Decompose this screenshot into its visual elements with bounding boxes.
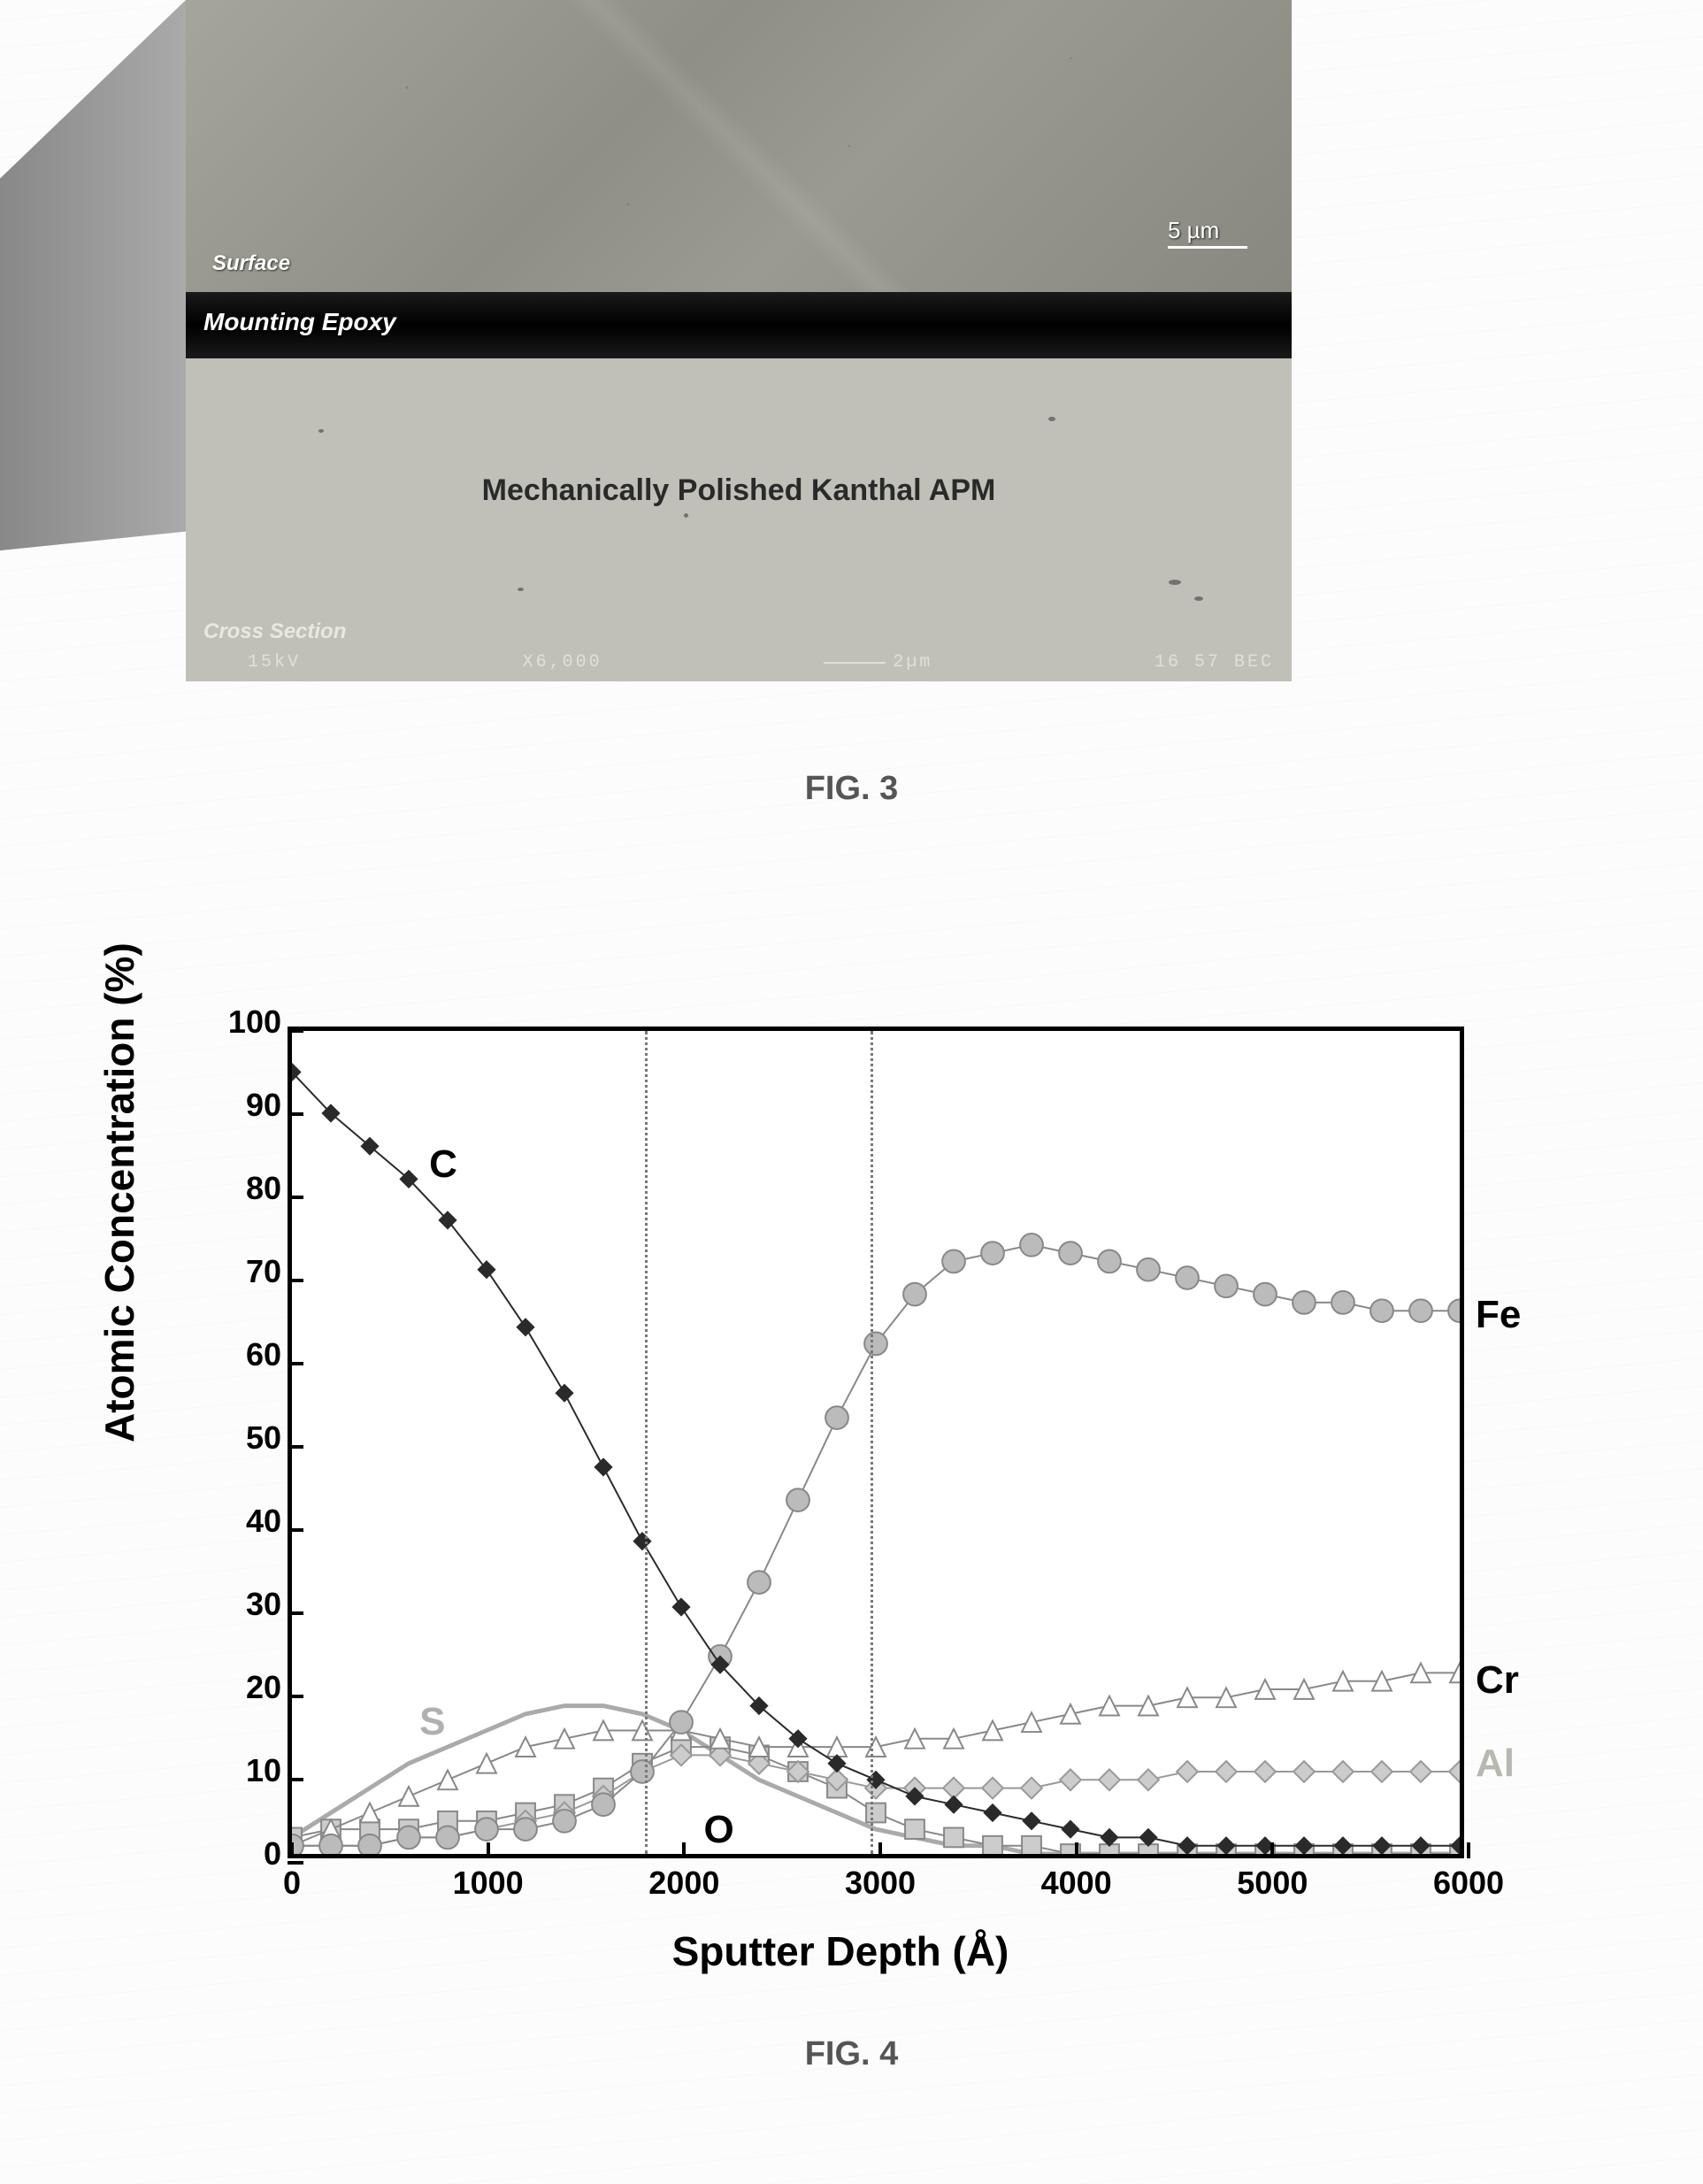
y-tick-label: 40 [246,1503,292,1540]
x-tick-label: 4000 [1041,1854,1112,1902]
sem-metadata-bar: 15kV X6,000 2µm 16 57 BEC [248,652,1274,673]
surface-scale-bar: 5 µm [1168,217,1247,249]
y-tick-label: 50 [246,1419,292,1457]
cube-left-side [0,0,186,630]
x-tick-label: 1000 [453,1854,524,1902]
surface-label: Surface [212,251,290,276]
series-label-s: S [419,1700,445,1744]
y-tick-label: 20 [246,1669,292,1706]
sem-surface-view: Surface 5 µm [186,0,1292,292]
surface-scale-text: 5 µm [1168,217,1219,243]
reference-vline [871,1031,873,1854]
chart-x-axis-label: Sputter Depth (Å) [672,1927,1009,1975]
series-label-c: C [429,1142,457,1187]
x-tick-label: 5000 [1237,1854,1308,1902]
y-tick-label: 100 [228,1004,292,1041]
series-label-o: O [704,1808,734,1852]
sem-cross-section-view: Mounting Epoxy Mechanically Polished Kan… [186,292,1292,681]
sem-3d-composite: Surface 5 µm Mounting Epoxy Mechanically… [0,0,1292,681]
epoxy-label: Mounting Epoxy [203,308,396,336]
x-tick-label: 3000 [845,1854,916,1902]
figure-3: Surface 5 µm Mounting Epoxy Mechanically… [0,0,1292,681]
series-label-fe: Fe [1476,1293,1521,1337]
sem-voltage: 15kV [248,652,301,673]
reference-vline [645,1031,648,1854]
y-tick-label: 30 [246,1586,292,1623]
y-tick-label: 80 [246,1170,292,1207]
y-tick-label: 10 [246,1752,292,1789]
cross-section-label: Cross Section [203,619,346,644]
figure-4: Atomic Concentration (%) Sputter Depth (… [115,1000,1566,1991]
depth-profile-chart: 0102030405060708090100010002000300040005… [288,1027,1464,1858]
x-tick-label: 2000 [648,1854,719,1902]
sem-scale-bar: 2µm [824,652,932,673]
y-tick-label: 90 [246,1087,292,1124]
polished-material-label: Mechanically Polished Kanthal APM [482,473,996,508]
figure-4-caption: FIG. 4 [805,2035,899,2073]
y-tick-label: 70 [246,1253,292,1290]
mounting-epoxy-band: Mounting Epoxy [186,292,1292,358]
chart-y-axis-label: Atomic Concentration (%) [96,942,143,1442]
sem-detector-id: 16 57 BEC [1155,652,1274,673]
chart-svg [292,1031,1460,1854]
series-label-al: Al [1476,1742,1515,1786]
x-tick-label: 6000 [1433,1854,1504,1902]
x-tick-label: 0 [283,1854,301,1902]
polished-material-area: Mechanically Polished Kanthal APM Cross … [186,358,1292,681]
figure-3-caption: FIG. 3 [805,770,899,808]
y-tick-label: 60 [246,1336,292,1373]
series-label-cr: Cr [1476,1658,1519,1703]
sem-magnification: X6,000 [523,652,602,673]
